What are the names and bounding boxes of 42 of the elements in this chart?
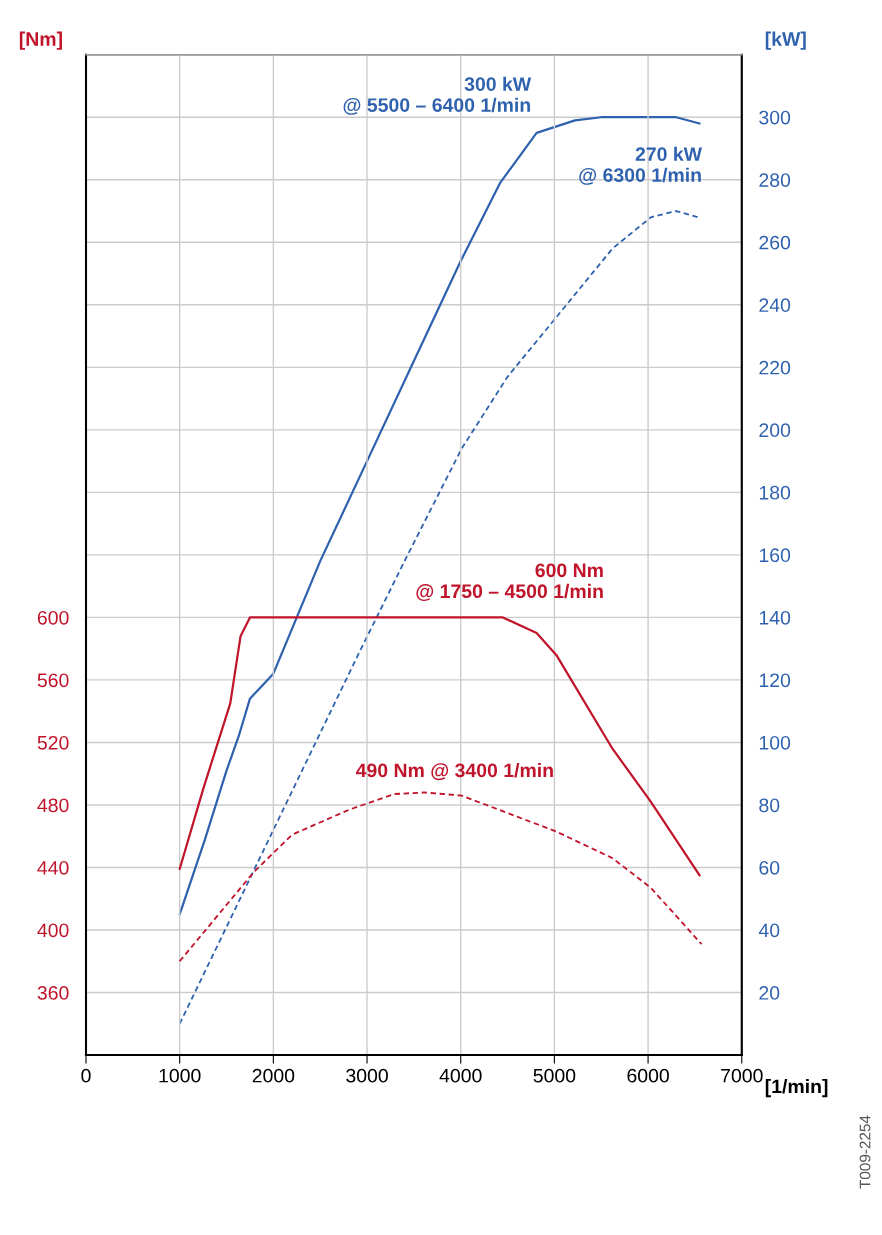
x-tick-label: 5000	[533, 1068, 576, 1083]
y-tick-label: 400	[37, 923, 69, 938]
line-series	[178, 210, 699, 1025]
y2-tick-label: 200	[759, 423, 791, 438]
x-tick-label: 6000	[627, 1068, 669, 1083]
y2-tick-label: 220	[759, 360, 791, 375]
line-series	[178, 791, 703, 963]
y-tick-label: 480	[37, 798, 69, 813]
y-tick-label: 560	[37, 673, 69, 688]
y2-tick-label: 160	[759, 548, 791, 563]
y-tick-label: 360	[37, 986, 69, 1000]
annotation: 490 Nm @ 3400 1/min	[355, 762, 553, 781]
y2-tick-label: 100	[759, 735, 791, 750]
y2-tick-label: 40	[758, 923, 780, 938]
y-tick-label: 600	[37, 610, 69, 625]
y2-tick-label: 120	[759, 673, 791, 688]
x-axis-title: [1/min]	[765, 1079, 828, 1098]
y2-axis-title: [kW]	[765, 31, 806, 50]
x-tick-label: 3000	[346, 1068, 388, 1083]
x-tick-label: 7000	[721, 1068, 763, 1083]
x-tick-label: 1000	[159, 1068, 201, 1083]
text: T009-2254	[859, 1115, 871, 1189]
annotation: 600 Nm @ 1750 – 4500 1/min	[416, 563, 603, 601]
y2-tick-label: 60	[759, 860, 780, 875]
y-tick-label: 440	[37, 860, 69, 875]
line-series	[178, 616, 701, 877]
y-axis-title: [Nm]	[19, 31, 62, 50]
annotation: 270 kW @ 6300 1/min	[579, 146, 702, 185]
y2-tick-label: 260	[759, 235, 791, 250]
x-tick-label: 4000	[439, 1068, 482, 1083]
y2-tick-label: 140	[759, 610, 791, 625]
annotation: 300 kW @ 5500 – 6400 1/min	[343, 76, 532, 115]
y-tick-label: 520	[37, 735, 69, 750]
y2-tick-label: 300	[759, 110, 791, 125]
y2-tick-label: 80	[759, 798, 780, 813]
line-series	[178, 116, 701, 916]
y2-tick-label: 180	[759, 485, 791, 500]
y2-tick-label: 240	[759, 298, 791, 313]
y2-tick-label: 280	[759, 173, 791, 187]
y2-tick-label: 20	[759, 986, 780, 1000]
x-tick-label: 0	[81, 1068, 91, 1083]
x-tick-label: 2000	[252, 1068, 295, 1083]
